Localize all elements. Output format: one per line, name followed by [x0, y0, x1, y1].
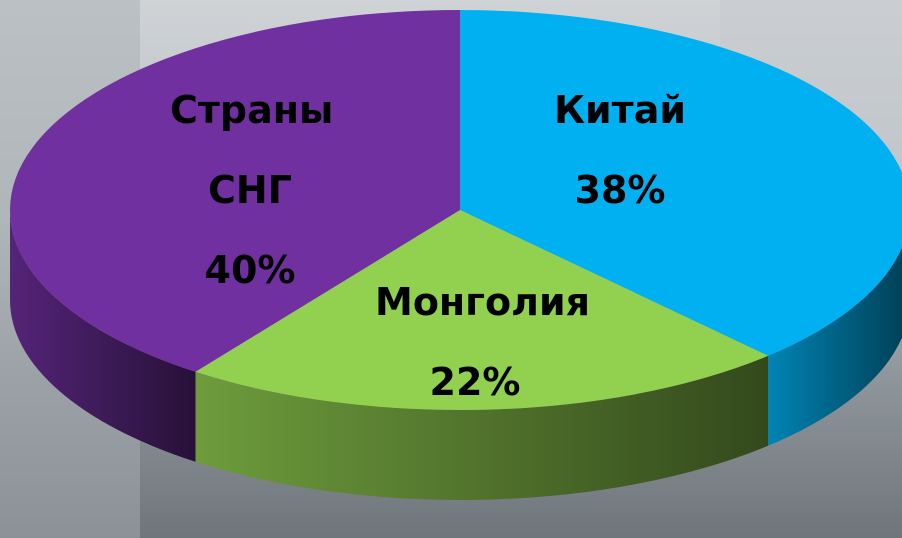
value-label: 40%	[170, 230, 330, 310]
category-label: Страны СНГ	[170, 70, 330, 230]
category-label: Монголия	[375, 262, 575, 342]
page: Китай38% Монголия22% Страны СНГ40%	[0, 0, 902, 538]
category-label: Китай	[520, 70, 720, 150]
value-label: 38%	[520, 150, 720, 230]
value-label: 22%	[375, 342, 575, 422]
